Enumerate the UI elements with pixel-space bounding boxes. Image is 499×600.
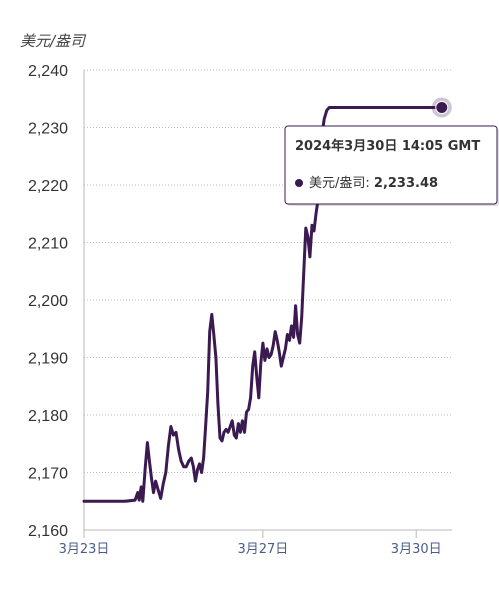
axis-layer: 2,160 2,170 2,180 2,190 2,200 2,210 2,220 2,230…: [28, 63, 452, 557]
line-layer: [82, 97, 452, 503]
tooltip-series-dot: [295, 179, 303, 187]
highlight-point: [435, 100, 449, 114]
tooltip-title: 2024年3月30日 14:05 GMT: [295, 138, 480, 154]
y-tick-label: 2,230: [28, 121, 68, 138]
y-tick-label: 2,160: [28, 523, 68, 540]
y-tick-label: 2,190: [28, 351, 68, 368]
tooltip-series-value: 美元/盎司: 2,233.48: [309, 176, 438, 191]
tooltip: 2024年3月30日 14:05 GMT 美元/盎司: 2,233.48: [284, 125, 499, 206]
y-tick-label: 2,170: [28, 466, 68, 483]
tooltip-box: [284, 125, 498, 205]
y-tick-label: 2,210: [28, 236, 68, 253]
x-tick-label: 3月27日: [237, 542, 288, 557]
y-axis-unit-label: 美元/盎司: [20, 32, 87, 50]
y-tick-label: 2,220: [28, 178, 68, 195]
y-tick-label: 2,200: [28, 293, 68, 310]
series-line: [82, 106, 444, 503]
y-tick-label: 2,180: [28, 408, 68, 425]
x-tick-label: 3月23日: [59, 542, 110, 557]
x-tick-label: 3月30日: [391, 542, 442, 557]
y-tick-label: 2,240: [28, 63, 68, 80]
